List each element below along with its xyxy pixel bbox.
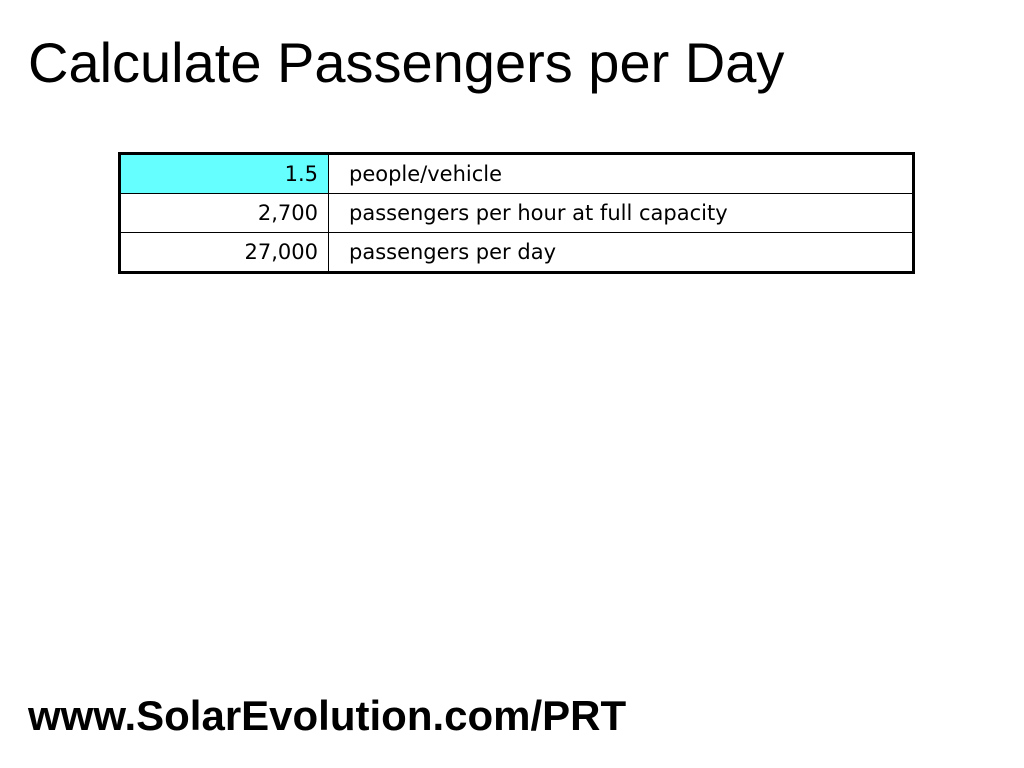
table-cell-unit: passengers per day: [328, 232, 914, 273]
table-row: 1.5 people/vehicle: [119, 153, 914, 194]
table-cell-value: 27,000: [119, 232, 329, 273]
footer-url: www.SolarEvolution.com/PRT: [28, 692, 627, 739]
table-cell-unit: people/vehicle: [328, 153, 914, 194]
table-cell-value: 2,700: [119, 193, 329, 233]
table-cell-unit: passengers per hour at full capacity: [328, 193, 914, 233]
slide-title: Calculate Passengers per Day: [28, 31, 785, 94]
table-cell-value: 1.5: [119, 153, 329, 194]
table-row: 27,000 passengers per day: [119, 232, 914, 273]
data-table: 1.5 people/vehicle 2,700 passengers per …: [118, 152, 915, 274]
table-row: 2,700 passengers per hour at full capaci…: [119, 193, 914, 233]
